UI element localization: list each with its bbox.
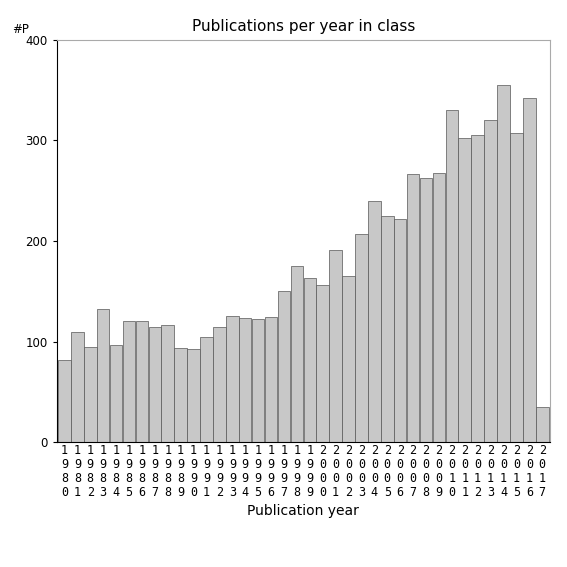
Title: Publications per year in class: Publications per year in class — [192, 19, 415, 35]
Bar — [471, 136, 484, 442]
Bar — [149, 327, 161, 442]
Bar — [226, 316, 239, 442]
Bar — [381, 216, 393, 442]
Bar — [420, 177, 432, 442]
Bar — [122, 321, 136, 442]
Bar — [329, 250, 342, 442]
Bar — [136, 321, 148, 442]
Bar — [394, 219, 407, 442]
Bar — [175, 348, 187, 442]
Bar — [497, 85, 510, 442]
Bar — [162, 324, 174, 442]
Text: #P: #P — [12, 23, 29, 36]
Bar — [342, 276, 355, 442]
Bar — [200, 337, 213, 442]
Bar — [265, 318, 277, 442]
Bar — [239, 319, 252, 442]
Bar — [446, 110, 458, 442]
Bar — [252, 319, 264, 442]
Bar — [484, 120, 497, 442]
Bar — [187, 349, 200, 442]
Bar — [523, 98, 536, 442]
Bar — [536, 407, 548, 442]
Bar — [291, 266, 303, 442]
Bar — [58, 359, 71, 442]
Bar — [278, 291, 290, 442]
Bar — [213, 327, 226, 442]
Bar — [84, 346, 96, 442]
Bar — [459, 138, 471, 442]
Bar — [510, 133, 523, 442]
Bar — [97, 310, 109, 442]
X-axis label: Publication year: Publication year — [247, 504, 359, 518]
Bar — [407, 174, 420, 442]
Bar — [316, 285, 329, 442]
Bar — [355, 234, 368, 442]
Bar — [110, 345, 122, 442]
Bar — [368, 201, 380, 442]
Bar — [303, 278, 316, 442]
Bar — [71, 332, 83, 442]
Bar — [433, 172, 445, 442]
